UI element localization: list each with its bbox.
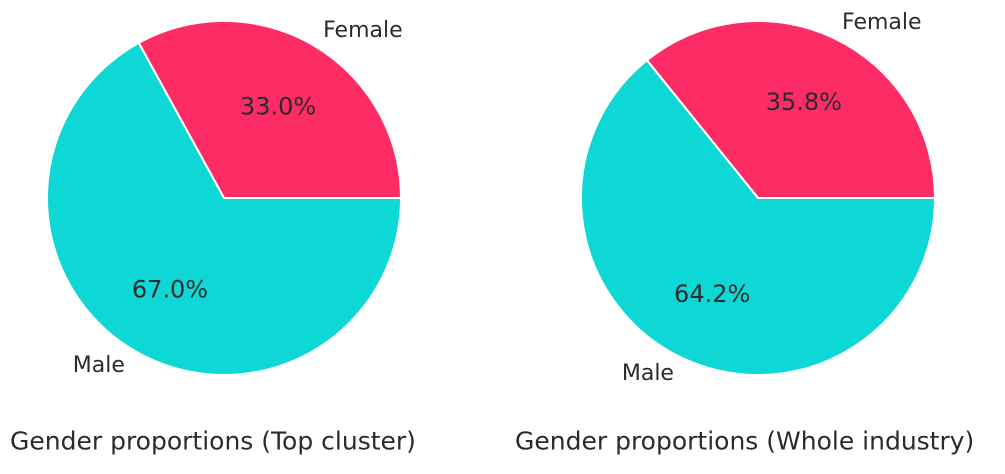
percent-label-male: 67.0% bbox=[132, 275, 208, 303]
pie-chart-top-cluster: 33.0% Female 67.0% Male bbox=[46, 18, 403, 378]
category-label-female: Female bbox=[842, 10, 922, 35]
percent-label-female: 33.0% bbox=[240, 93, 316, 121]
category-label-male: Male bbox=[622, 361, 674, 386]
pie-slice-female bbox=[645, 20, 937, 199]
chart-title-whole-industry: Gender proportions (Whole industry) bbox=[515, 427, 974, 456]
pie-slice-female bbox=[137, 20, 403, 199]
category-label-male: Male bbox=[73, 353, 125, 378]
category-label-female: Female bbox=[323, 18, 403, 43]
pie-chart-whole-industry: 35.8% Female 64.2% Male bbox=[580, 10, 937, 386]
pie-slice-male bbox=[46, 41, 403, 376]
pie-slice-male bbox=[580, 58, 937, 376]
chart-title-top-cluster: Gender proportions (Top cluster) bbox=[10, 427, 416, 456]
percent-label-female: 35.8% bbox=[766, 88, 842, 116]
percent-label-male: 64.2% bbox=[674, 280, 750, 308]
